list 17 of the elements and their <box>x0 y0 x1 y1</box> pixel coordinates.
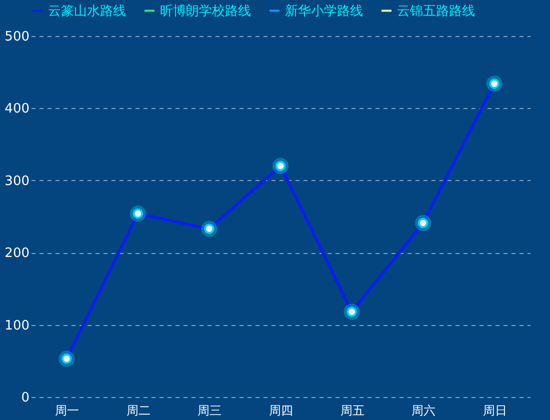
y-tick-label: 0 <box>21 390 30 406</box>
x-tick-label: 周三 <box>198 404 222 418</box>
y-tick-label: 100 <box>4 318 30 334</box>
x-tick-label: 周二 <box>126 404 150 418</box>
y-tick-label: 400 <box>4 102 30 117</box>
legend-label: 昕博朗学校路线 <box>160 2 251 19</box>
x-tick-label: 周四 <box>269 404 293 418</box>
y-tick-label: 500 <box>4 30 30 44</box>
x-tick-label: 周一 <box>55 404 80 418</box>
x-tick-label: 周六 <box>412 404 436 418</box>
legend-label: 云篆山水路线 <box>48 4 126 19</box>
x-tick-label: 周五 <box>340 404 364 418</box>
y-tick-label: 300 <box>4 174 30 189</box>
legend-label: 新华小学路线 <box>285 4 363 19</box>
y-tick-label: 200 <box>4 246 30 262</box>
x-tick-label: 周日 <box>482 404 507 418</box>
legend-label: 云锦五路路线 <box>397 4 475 19</box>
